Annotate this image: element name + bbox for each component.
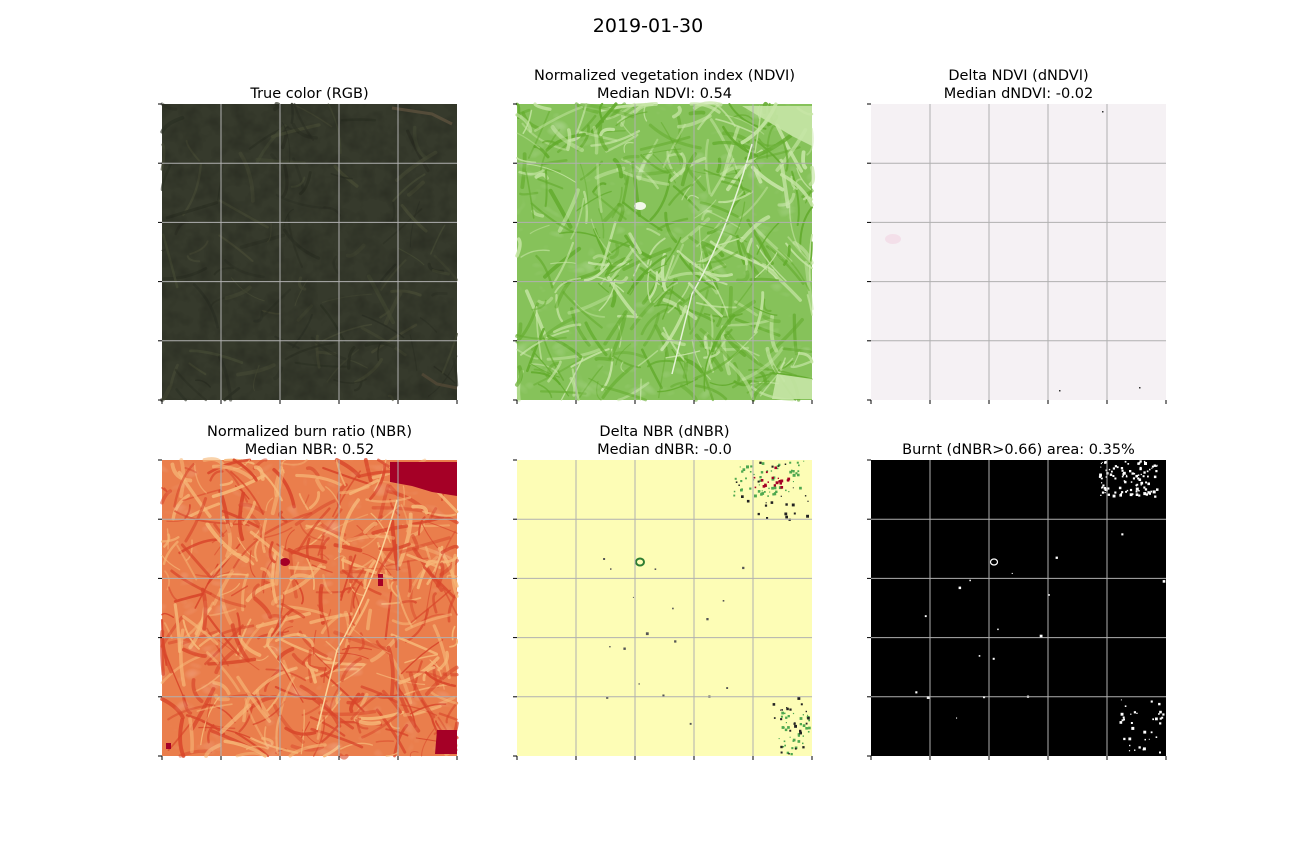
panel-ticks: [158, 103, 458, 404]
panel-grid: True color (RGB) Normalized vegetation in…: [158, 68, 1167, 760]
panel-image: [871, 104, 1166, 400]
panel-gridlines: [162, 460, 457, 756]
panel-ticks: [158, 459, 458, 760]
panel-burnt: Burnt (dNBR>0.66) area: 0.35%: [867, 442, 1167, 760]
panel-image: [517, 460, 812, 756]
panel-rgb: True color (RGB): [158, 86, 459, 404]
panel-ticks: [867, 103, 1167, 404]
panel-subtitle: Median NBR: 0.52: [245, 442, 375, 458]
panel-gridlines: [162, 104, 457, 400]
panel-gridlines: [871, 460, 1166, 756]
panel-ticks: [513, 459, 813, 760]
panel-title: Normalized vegetation index (NDVI): [534, 68, 795, 84]
panel-image: [515, 101, 816, 402]
panel-subtitle: Median dNDVI: -0.02: [944, 86, 1094, 102]
panel-dnbr: Delta NBR (dNBR) Median dNBR: -0.0: [513, 424, 813, 760]
panel-subtitle: Median dNBR: -0.0: [597, 442, 732, 458]
panel-title: True color (RGB): [249, 86, 368, 102]
panel-image: [871, 460, 1166, 756]
panel-subtitle: Median NDVI: 0.54: [597, 86, 732, 102]
panel-gridlines: [517, 104, 812, 400]
panel-nbr: Normalized burn ratio (NBR) Median NBR: 0…: [158, 424, 459, 760]
panel-dndvi: Delta NDVI (dNDVI) Median dNDVI: -0.02: [867, 68, 1167, 404]
panel-gridlines: [517, 460, 812, 756]
panel-ticks: [513, 103, 813, 404]
figure-suptitle: 2019-01-30: [593, 15, 703, 37]
panel-ticks: [867, 459, 1167, 760]
panel-image: [160, 102, 459, 402]
panel-title: Burnt (dNBR>0.66) area: 0.35%: [902, 442, 1135, 458]
panel-gridlines: [871, 104, 1166, 400]
panel-title: Normalized burn ratio (NBR): [207, 424, 412, 440]
panel-ndvi: Normalized vegetation index (NDVI) Median…: [513, 68, 816, 404]
panel-title: Delta NDVI (dNDVI): [948, 68, 1088, 84]
panel-image: [160, 457, 459, 760]
panel-title: Delta NBR (dNBR): [599, 424, 729, 440]
